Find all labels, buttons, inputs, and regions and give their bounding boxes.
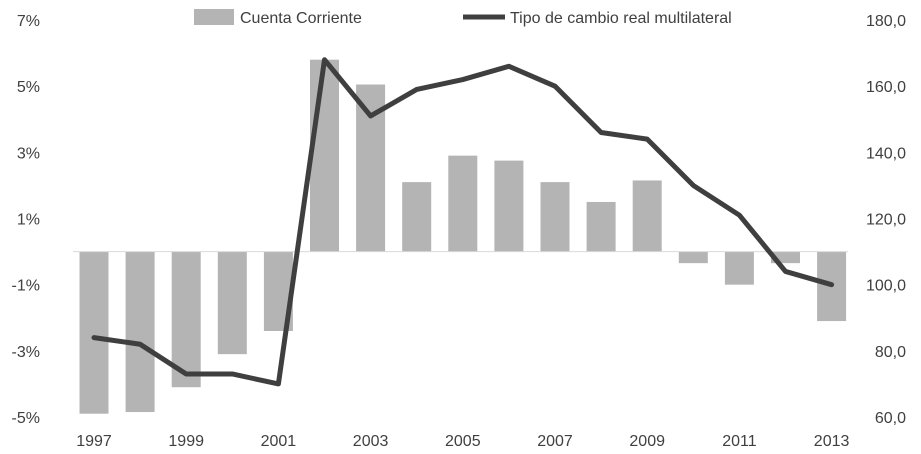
left-tick-label: -1% — [12, 278, 40, 295]
x-axis: 1997 1999 2001 2003 2005 2007 2009 2011 2013 — [76, 433, 849, 450]
right-tick-label: 120,0 — [866, 212, 906, 229]
x-tick-label: 1997 — [76, 433, 112, 450]
bar-2005 — [448, 155, 478, 252]
right-axis: 60,0 80,0 100,0 120,0 140,0 160,0 180,0 — [866, 13, 906, 427]
left-tick-label: -5% — [12, 410, 40, 427]
bar-1997 — [79, 251, 109, 414]
bar-2010 — [678, 251, 708, 264]
legend: Cuenta Corriente Tipo de cambio real mul… — [194, 9, 732, 27]
bar-1998 — [125, 251, 155, 413]
bar-2002 — [310, 59, 339, 252]
bar-2012 — [771, 251, 800, 264]
bar-2007 — [540, 182, 570, 252]
left-tick-label: 1% — [17, 212, 40, 229]
right-tick-label: 180,0 — [866, 13, 906, 30]
x-tick-label: 2005 — [445, 433, 481, 450]
bar-2008 — [586, 201, 616, 252]
legend-swatch-cuenta-corriente — [194, 9, 234, 25]
bar-2009 — [632, 180, 662, 252]
x-tick-label: 1999 — [168, 433, 204, 450]
x-tick-label: 2013 — [814, 433, 850, 450]
right-tick-label: 60,0 — [875, 410, 906, 427]
x-tick-label: 2009 — [629, 433, 665, 450]
bar-2011 — [724, 251, 754, 285]
left-tick-label: 5% — [17, 79, 40, 96]
right-tick-label: 140,0 — [866, 145, 906, 162]
x-tick-label: 2007 — [537, 433, 573, 450]
x-tick-label: 2011 — [722, 433, 757, 450]
left-tick-label: -3% — [12, 344, 40, 361]
x-tick-label: 2001 — [261, 433, 297, 450]
bar-2004 — [402, 182, 432, 252]
legend-label-tipo-de-cambio: Tipo de cambio real multilateral — [510, 10, 732, 27]
legend-label-cuenta-corriente: Cuenta Corriente — [240, 10, 362, 27]
bar-1999 — [171, 251, 201, 388]
line-points — [93, 59, 832, 385]
bar-2000 — [217, 251, 247, 355]
right-tick-label: 160,0 — [866, 79, 906, 96]
left-axis: -5% -3% -1% 1% 3% 5% 7% — [12, 13, 40, 427]
bar-series-cuenta-corriente — [79, 59, 847, 414]
bar-2006 — [494, 160, 524, 252]
left-tick-label: 7% — [17, 13, 40, 30]
right-tick-label: 100,0 — [866, 278, 906, 295]
x-tick-label: 2003 — [353, 433, 389, 450]
left-tick-label: 3% — [17, 145, 40, 162]
right-tick-label: 80,0 — [875, 344, 906, 361]
